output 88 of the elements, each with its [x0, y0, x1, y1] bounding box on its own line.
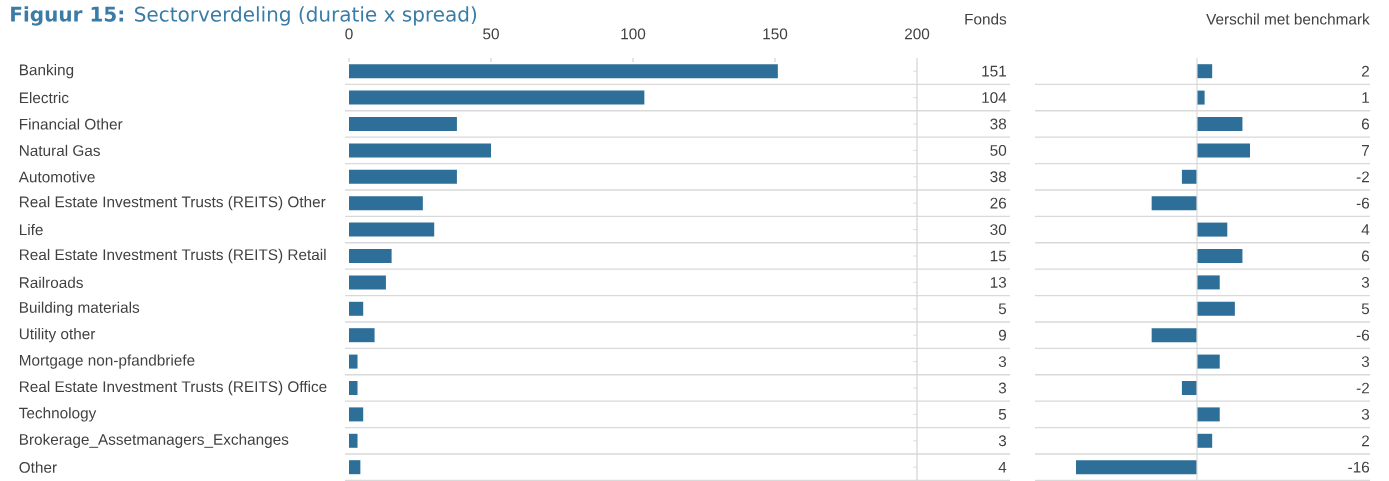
y-tick-label: Natural Gas [19, 144, 100, 157]
data-label: 6 [1361, 118, 1370, 130]
text: Fonds [965, 13, 1007, 25]
data-label: 30 [990, 224, 1007, 236]
bar [349, 117, 457, 131]
data-label: -16 [1348, 461, 1370, 473]
y-tick-label: Mortgage non-pfandbriefe [19, 354, 195, 369]
x-tick-label: 50 [483, 28, 499, 40]
data-label: 26 [990, 197, 1007, 209]
data-label: 3 [1361, 276, 1370, 288]
data-label: 7 [1362, 145, 1369, 156]
y-tick-label: Banking [19, 64, 74, 79]
data-label: -2 [1356, 382, 1369, 394]
y-tick-label: Other [19, 461, 57, 473]
bar [349, 169, 457, 184]
bar [1197, 64, 1213, 79]
bar [349, 143, 492, 158]
bar [1197, 433, 1213, 448]
bar [1076, 460, 1198, 475]
bar [1197, 248, 1243, 263]
data-label: 38 [990, 118, 1007, 130]
data-label: 3 [1361, 356, 1370, 368]
bar [349, 248, 392, 263]
bar [1151, 196, 1198, 211]
y-tick-label: Life [19, 223, 43, 236]
bar [1151, 328, 1198, 343]
bar [1197, 275, 1220, 290]
data-label: -2 [1356, 171, 1369, 183]
data-label: 2 [1361, 65, 1369, 77]
y-tick-label: Real Estate Investment Trusts (REITS) Office [19, 380, 327, 396]
data-label: 15 [990, 250, 1007, 262]
bar [1197, 407, 1220, 422]
data-label: 6 [1361, 250, 1370, 262]
bar [349, 328, 375, 343]
bar [349, 222, 435, 237]
data-label: 9 [998, 329, 1007, 341]
y-tick-label: Real Estate Investment Trusts (REITS) Other [19, 196, 326, 211]
data-label: 4 [998, 461, 1007, 473]
data-label: 50 [990, 144, 1007, 156]
bar [349, 275, 386, 290]
bar [1181, 380, 1198, 395]
bar [349, 90, 645, 105]
data-label: 4 [1361, 224, 1370, 235]
x-tick-label: 0 [345, 28, 353, 40]
y-tick-label: Brokerage_Assetmanagers_Exchanges [19, 433, 289, 448]
bar [349, 380, 358, 395]
bar [1197, 143, 1250, 158]
data-label: 5 [998, 303, 1007, 315]
x-tick-label: 100 [621, 28, 646, 40]
bar [349, 407, 364, 422]
bar [349, 460, 361, 475]
data-label: 3 [1361, 408, 1370, 420]
y-tick-label: Real Estate Investment Trusts (REITS) Retail [19, 248, 326, 264]
data-label: 2 [1361, 435, 1369, 447]
data-label: -6 [1356, 329, 1370, 341]
bar [1181, 169, 1198, 184]
bar [349, 433, 358, 448]
data-label: 151 [982, 65, 1006, 77]
y-tick-label: Electric [19, 91, 69, 104]
y-tick-label: Automotive [18, 171, 95, 183]
y-tick-label: Financial Other [19, 118, 123, 130]
data-label: 3 [998, 356, 1007, 368]
x-tick-label: 150 [763, 28, 788, 40]
data-label: 3 [998, 435, 1007, 447]
data-label: 38 [990, 171, 1007, 183]
y-tick-label: Building materials [19, 301, 140, 316]
bar [1197, 222, 1228, 237]
y-tick-label: Utility other [19, 328, 96, 343]
data-label: 5 [998, 409, 1007, 420]
data-label: 13 [990, 276, 1007, 288]
bar [349, 301, 364, 316]
data-label: 5 [1361, 303, 1370, 315]
y-tick-label: Technology [19, 407, 97, 422]
bar [1197, 117, 1243, 131]
data-label: 1 [1362, 92, 1369, 103]
y-tick-label: Railroads [19, 276, 83, 289]
bar [349, 196, 423, 211]
bar [1197, 354, 1220, 369]
bar [349, 64, 778, 79]
data-label: -6 [1356, 197, 1370, 209]
chart-title: Figuur 15: Sectorverdeling (duratie x spread) [11, 6, 477, 26]
data-label: 104 [982, 92, 1007, 104]
data-label: 3 [998, 382, 1007, 394]
x-tick-label: 200 [904, 28, 930, 40]
text: Verschil met benchmark [1206, 13, 1370, 25]
bar [1197, 90, 1205, 105]
bar [349, 354, 358, 369]
bar [1197, 301, 1235, 316]
